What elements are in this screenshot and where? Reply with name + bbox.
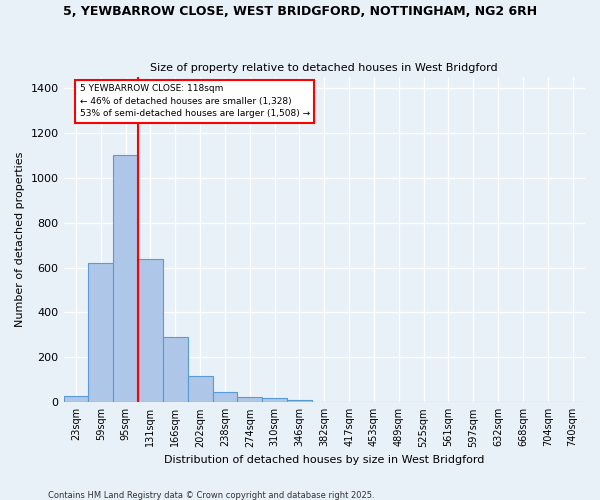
Bar [113, 155, 138, 402]
Bar [212, 392, 238, 402]
X-axis label: Distribution of detached houses by size in West Bridgford: Distribution of detached houses by size … [164, 455, 484, 465]
Bar [262, 398, 287, 402]
Text: Contains HM Land Registry data © Crown copyright and database right 2025.: Contains HM Land Registry data © Crown c… [48, 490, 374, 500]
Text: 5 YEWBARROW CLOSE: 118sqm
← 46% of detached houses are smaller (1,328)
53% of se: 5 YEWBARROW CLOSE: 118sqm ← 46% of detac… [80, 84, 310, 118]
Text: 5, YEWBARROW CLOSE, WEST BRIDGFORD, NOTTINGHAM, NG2 6RH: 5, YEWBARROW CLOSE, WEST BRIDGFORD, NOTT… [63, 5, 537, 18]
Bar [188, 376, 212, 402]
Bar [238, 398, 262, 402]
Bar [64, 396, 88, 402]
Y-axis label: Number of detached properties: Number of detached properties [15, 152, 25, 327]
Bar [163, 337, 188, 402]
Bar [88, 263, 113, 402]
Bar [287, 400, 312, 402]
Title: Size of property relative to detached houses in West Bridgford: Size of property relative to detached ho… [151, 63, 498, 73]
Bar [138, 259, 163, 402]
